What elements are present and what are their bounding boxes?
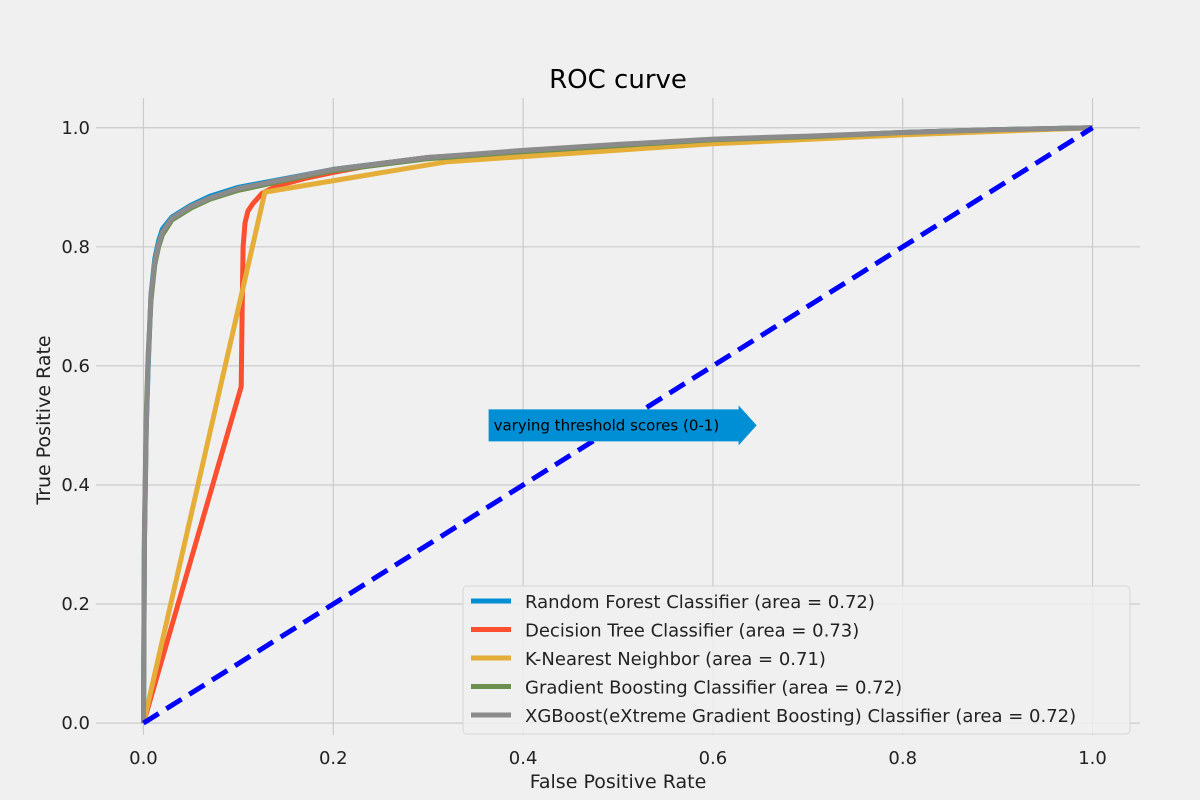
legend-box <box>462 585 1131 735</box>
y-tick-labels: 0.0 0.2 0.4 0.6 0.8 1.0 <box>61 118 90 734</box>
grid-lines <box>96 98 1140 735</box>
x-tick-label: 0.4 <box>509 748 538 769</box>
legend-label: K-Nearest Neighbor (area = 0.71) <box>525 649 826 670</box>
annotation-arrow <box>488 405 757 446</box>
x-tick-label: 1.0 <box>1078 748 1107 769</box>
annotation-group: varying threshold scores (0-1) <box>488 405 757 446</box>
y-tick-label: 0.2 <box>61 594 90 615</box>
y-tick-label: 0.6 <box>61 356 90 377</box>
x-axis-label: False Positive Rate <box>530 771 707 793</box>
x-tick-label: 0.2 <box>319 748 348 769</box>
legend: Random Forest Classifier (area = 0.72) De… <box>462 585 1131 735</box>
series-line-5 <box>141 125 1093 724</box>
reference-line-group <box>142 125 1094 726</box>
y-tick-label: 0.8 <box>61 237 90 258</box>
x-tick-label: 0.6 <box>699 748 728 769</box>
legend-label: Random Forest Classifier (area = 0.72) <box>525 592 875 613</box>
legend-label: Decision Tree Classifier (area = 0.73) <box>525 621 859 642</box>
y-tick-label: 1.0 <box>61 118 90 139</box>
annotation-text: varying threshold scores (0-1) <box>494 416 720 434</box>
x-tick-label: 0.0 <box>129 748 158 769</box>
reference-line <box>142 125 1094 726</box>
legend-label: XGBoost(eXtreme Gradient Boosting) Class… <box>525 706 1076 727</box>
chart-title: ROC curve <box>549 65 687 95</box>
legend-label: Gradient Boosting Classifier (area = 0.7… <box>525 678 902 699</box>
series-lines <box>141 125 1093 724</box>
y-axis-label: True Positive Rate <box>33 335 55 505</box>
y-tick-label: 0.0 <box>61 713 90 734</box>
x-tick-labels: 0.0 0.2 0.4 0.6 0.8 1.0 <box>129 748 1107 769</box>
y-tick-label: 0.4 <box>61 475 90 496</box>
x-tick-label: 0.8 <box>888 748 917 769</box>
